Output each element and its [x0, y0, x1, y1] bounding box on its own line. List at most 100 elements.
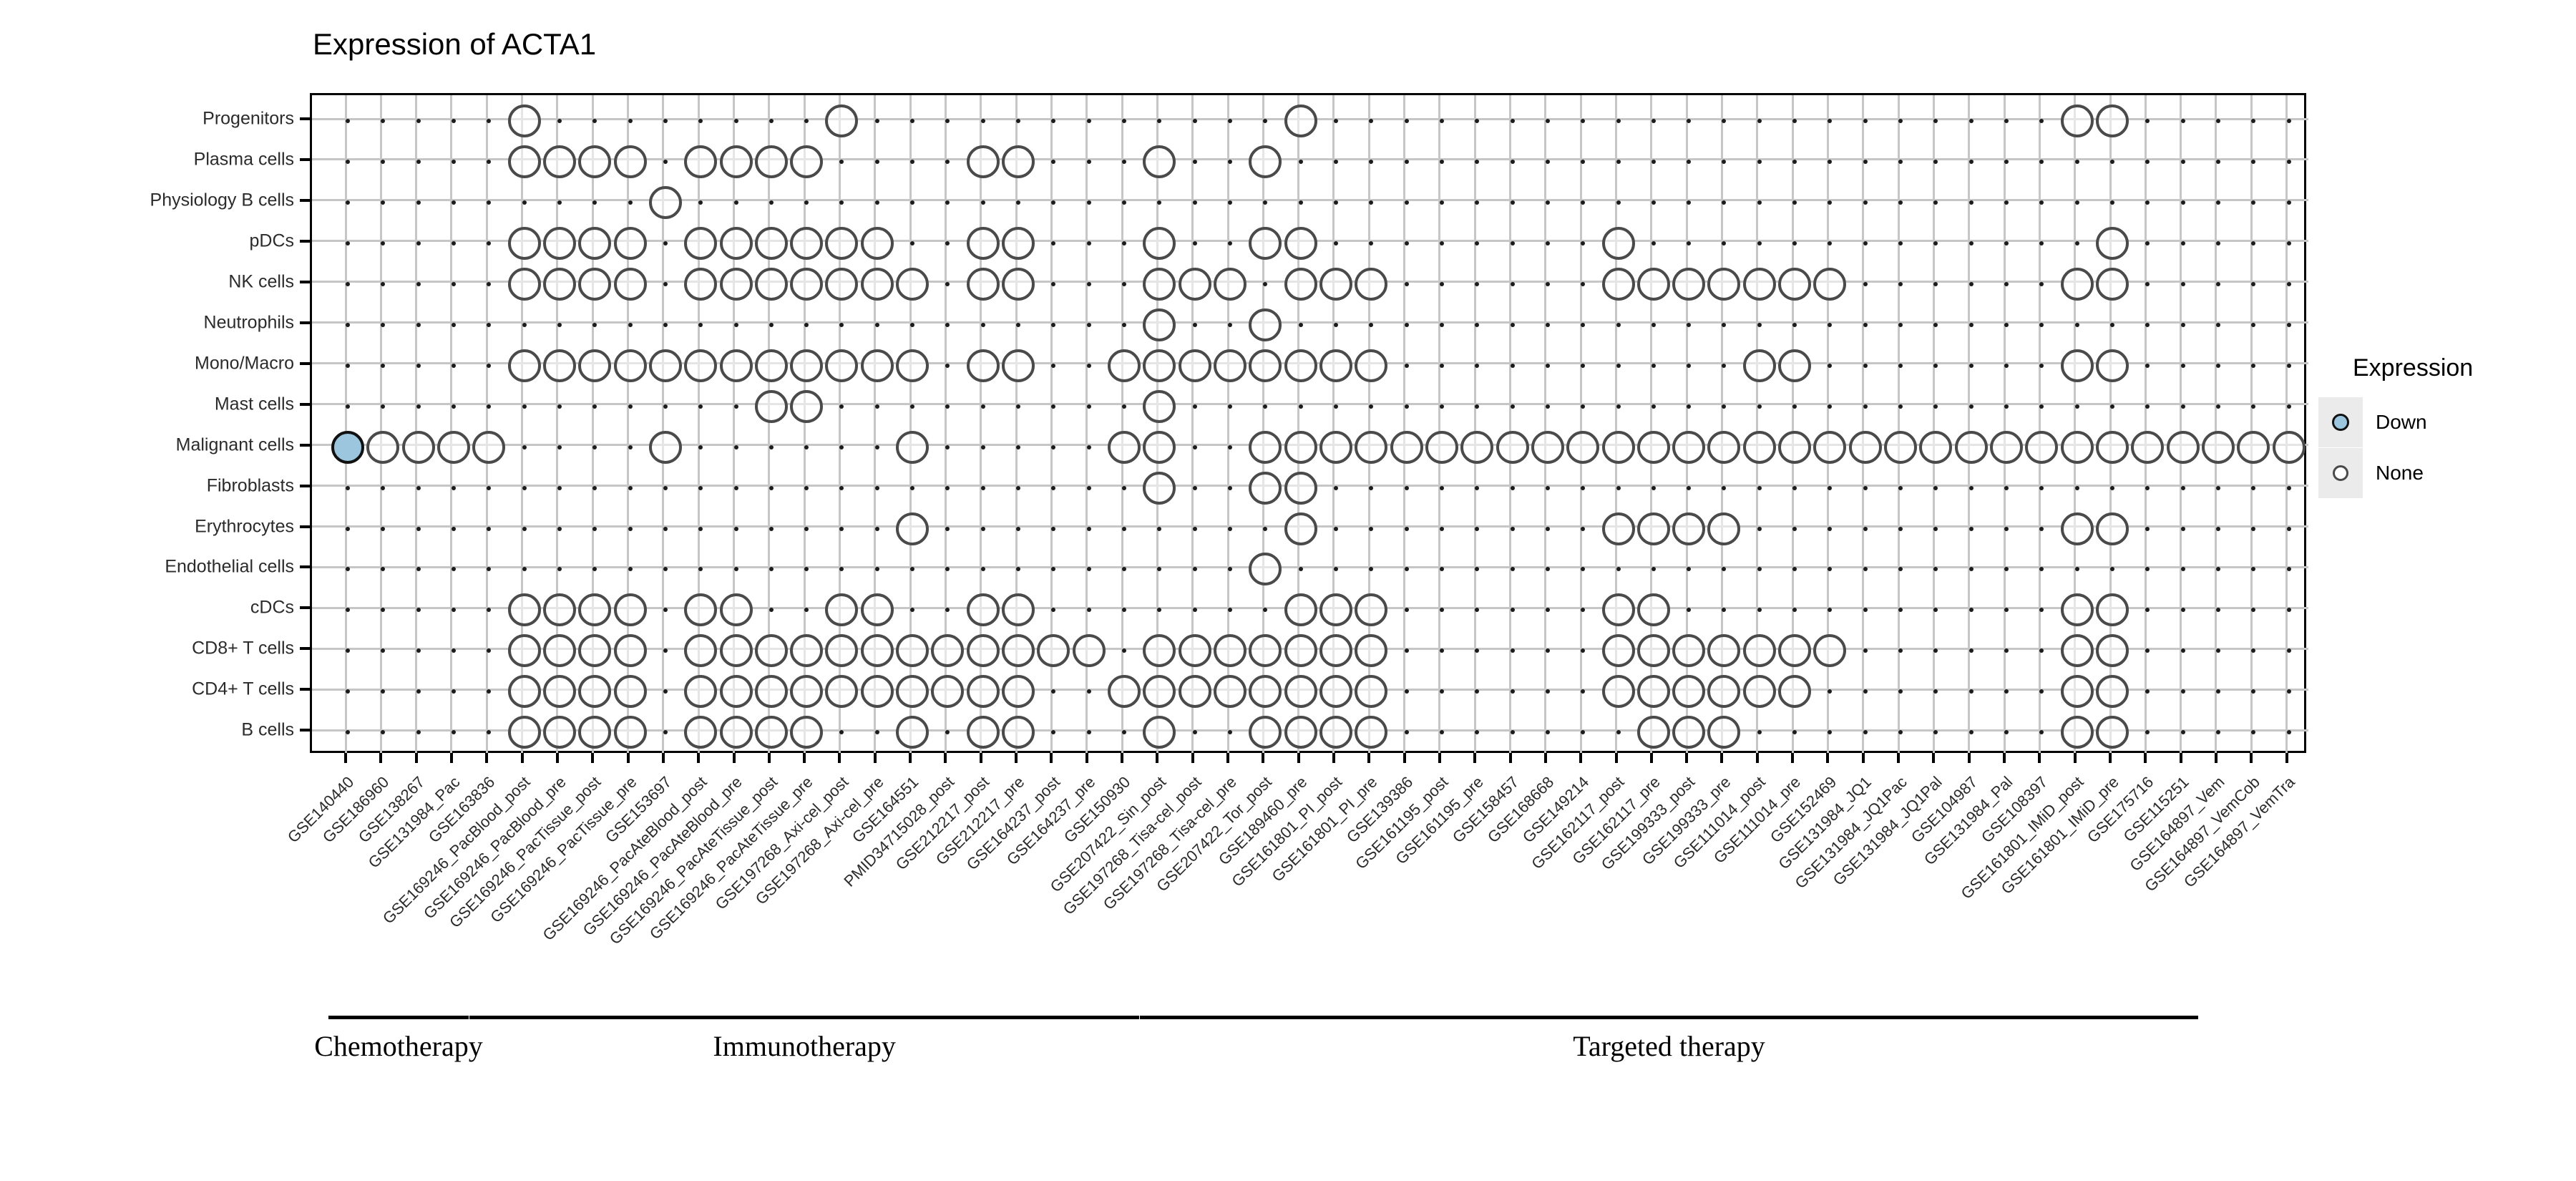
grid-intersection-dot — [804, 485, 809, 490]
x-axis-tick — [697, 753, 701, 763]
expression-none-circle — [542, 634, 576, 668]
expression-none-circle — [825, 349, 859, 382]
grid-intersection-dot — [1933, 119, 1938, 123]
expression-none-circle — [2096, 430, 2129, 464]
grid-intersection-dot — [1404, 485, 1409, 490]
gridline-vertical — [627, 95, 630, 755]
grid-intersection-dot — [2286, 363, 2291, 368]
grid-intersection-dot — [1051, 608, 1056, 613]
expression-none-circle — [1002, 634, 1035, 668]
grid-intersection-dot — [1228, 322, 1232, 327]
grid-intersection-dot — [2039, 404, 2044, 409]
grid-intersection-dot — [592, 526, 597, 531]
grid-intersection-dot — [1263, 608, 1268, 613]
grid-intersection-dot — [1722, 119, 1727, 123]
grid-intersection-dot — [1122, 485, 1127, 490]
grid-intersection-dot — [1439, 526, 1444, 531]
gridline-vertical — [1121, 95, 1123, 755]
grid-intersection-dot — [1581, 119, 1586, 123]
grid-intersection-dot — [663, 404, 668, 409]
x-axis-tick — [732, 753, 736, 763]
gridline-vertical — [1968, 95, 1971, 755]
expression-none-circle — [754, 716, 788, 749]
grid-intersection-dot — [1828, 608, 1833, 613]
expression-none-circle — [1284, 593, 1317, 627]
gridline-vertical — [1685, 95, 1688, 755]
expression-none-circle — [2096, 593, 2129, 627]
grid-intersection-dot — [487, 240, 492, 246]
grid-intersection-dot — [1228, 240, 1232, 246]
grid-intersection-dot — [1157, 200, 1162, 205]
grid-intersection-dot — [980, 322, 985, 327]
grid-intersection-dot — [1722, 240, 1727, 246]
expression-none-circle — [578, 593, 612, 627]
expression-none-circle — [966, 634, 1000, 668]
expression-none-circle — [790, 389, 824, 423]
expression-none-circle — [1143, 389, 1176, 423]
y-axis-label: Fibroblasts — [206, 475, 294, 496]
grid-intersection-dot — [1828, 363, 1833, 368]
grid-intersection-dot — [2004, 608, 2009, 613]
grid-intersection-dot — [1016, 119, 1021, 123]
grid-intersection-dot — [1475, 322, 1480, 327]
gridline-vertical — [1791, 95, 1794, 755]
y-axis-tick — [300, 688, 310, 691]
x-axis-tick — [1262, 753, 1265, 763]
expression-none-circle — [507, 349, 541, 382]
grid-intersection-dot — [874, 485, 879, 490]
expression-none-circle — [860, 267, 894, 301]
grid-intersection-dot — [451, 363, 456, 368]
grid-intersection-dot — [2074, 240, 2079, 246]
grid-intersection-dot — [698, 119, 703, 123]
grid-intersection-dot — [1828, 689, 1833, 694]
y-axis-label: Mono/Macro — [195, 353, 294, 374]
expression-none-circle — [1601, 593, 1635, 627]
grid-intersection-dot — [1898, 648, 1903, 653]
grid-intersection-dot — [592, 567, 597, 572]
grid-intersection-dot — [1792, 567, 1797, 572]
grid-intersection-dot — [698, 567, 703, 572]
gridline-vertical — [1826, 95, 1829, 755]
grid-intersection-dot — [2004, 363, 2009, 368]
expression-none-circle — [2201, 430, 2235, 464]
expression-none-circle — [1707, 512, 1741, 545]
grid-intersection-dot — [487, 567, 492, 572]
grid-intersection-dot — [1051, 322, 1056, 327]
grid-intersection-dot — [1086, 240, 1091, 246]
expression-none-circle — [1284, 716, 1317, 749]
grid-intersection-dot — [2145, 526, 2150, 531]
grid-intersection-dot — [1086, 730, 1091, 735]
grid-intersection-dot — [945, 444, 950, 449]
grid-intersection-dot — [2215, 689, 2220, 694]
grid-intersection-dot — [628, 567, 633, 572]
expression-none-circle — [401, 430, 435, 464]
grid-intersection-dot — [769, 200, 774, 205]
expression-none-circle — [1178, 675, 1211, 709]
x-axis-tick — [2109, 753, 2112, 763]
grid-intersection-dot — [381, 526, 386, 531]
grid-intersection-dot — [1122, 526, 1127, 531]
grid-intersection-dot — [1933, 404, 1938, 409]
gridline-horizontal — [312, 403, 2308, 406]
grid-intersection-dot — [2286, 200, 2291, 205]
grid-intersection-dot — [1933, 159, 1938, 164]
gridline-vertical — [1367, 95, 1370, 755]
gridline-vertical — [1544, 95, 1547, 755]
grid-intersection-dot — [2251, 363, 2256, 368]
expression-none-circle — [1355, 349, 1388, 382]
x-axis-tick — [1367, 753, 1371, 763]
grid-intersection-dot — [1333, 485, 1338, 490]
grid-intersection-dot — [346, 404, 350, 409]
grid-intersection-dot — [1898, 567, 1903, 572]
expression-none-circle — [1778, 675, 1812, 709]
grid-intersection-dot — [1016, 444, 1021, 449]
grid-intersection-dot — [1475, 648, 1480, 653]
expression-none-circle — [1355, 675, 1388, 709]
expression-none-circle — [1778, 267, 1812, 301]
grid-intersection-dot — [2145, 159, 2150, 164]
y-axis-tick — [300, 402, 310, 406]
grid-intersection-dot — [1828, 526, 1833, 531]
gridline-vertical — [1438, 95, 1441, 755]
grid-intersection-dot — [1192, 567, 1197, 572]
grid-intersection-dot — [1581, 526, 1586, 531]
